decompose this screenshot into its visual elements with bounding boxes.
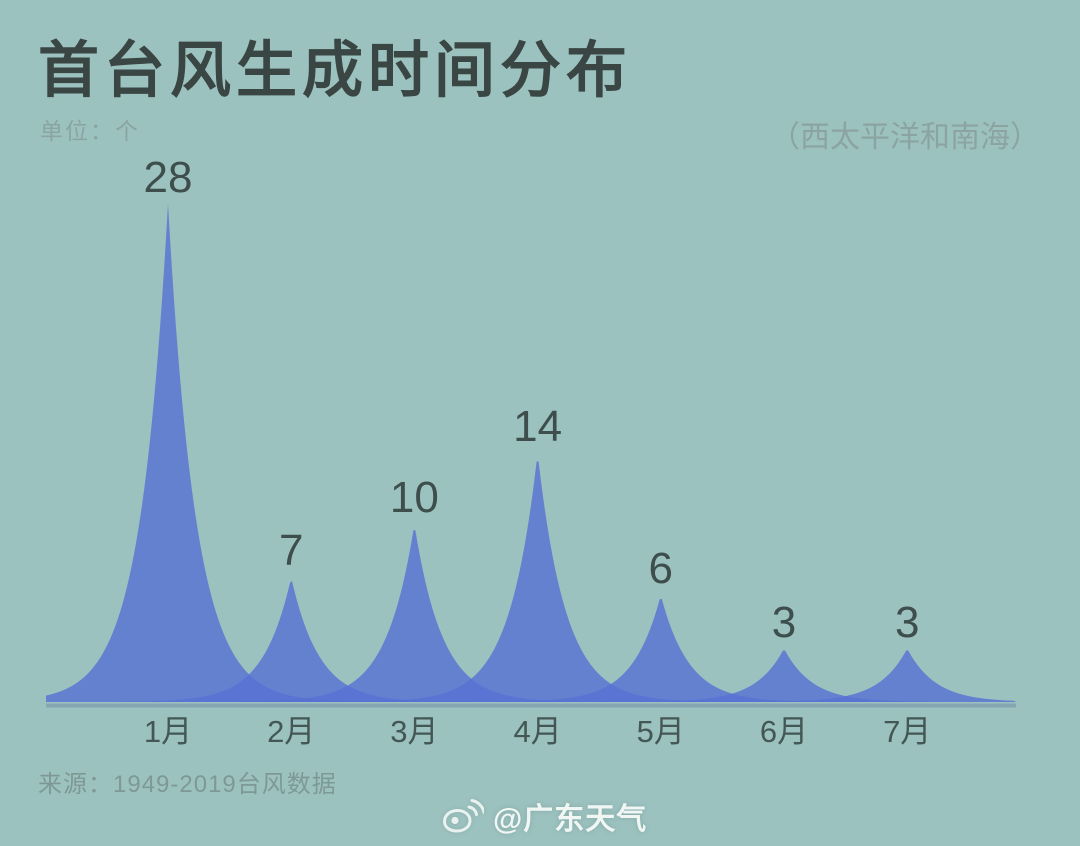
- month-label: 7月: [883, 714, 932, 749]
- peak-value-label: 14: [513, 401, 563, 451]
- peak-area-3月: [149, 530, 680, 702]
- peak-area-5月: [395, 598, 926, 702]
- peak-area-7月: [642, 650, 1016, 702]
- weibo-icon: [442, 799, 484, 833]
- month-label: 5月: [636, 714, 685, 749]
- page-title: 首台风生成时间分布: [38, 36, 633, 104]
- peak-value-label: 6: [648, 544, 674, 594]
- peak-value-label: 10: [389, 473, 439, 522]
- peak-value-label: 3: [771, 597, 797, 647]
- peak-area-4月: [272, 461, 803, 702]
- peak-area-2月: [46, 580, 557, 702]
- source-label: 来源：1949-2019台风数据: [38, 771, 337, 798]
- region-label: （西太平洋和南海）: [770, 121, 1040, 154]
- peak-value-label: 28: [143, 152, 193, 202]
- month-label: 6月: [759, 714, 809, 749]
- month-label: 2月: [267, 714, 316, 749]
- watermark: @广东天气: [442, 794, 647, 838]
- watermark-handle: @广东天气: [493, 803, 648, 836]
- unit-label: 单位：个: [40, 118, 140, 144]
- peak-value-label: 3: [894, 597, 920, 647]
- peak-area-6月: [519, 650, 1016, 702]
- peak-area-1月: [46, 203, 433, 702]
- peak-value-label: 7: [278, 526, 304, 576]
- month-label: 4月: [513, 714, 562, 749]
- month-label: 3月: [390, 714, 439, 749]
- month-label: 1月: [143, 714, 193, 749]
